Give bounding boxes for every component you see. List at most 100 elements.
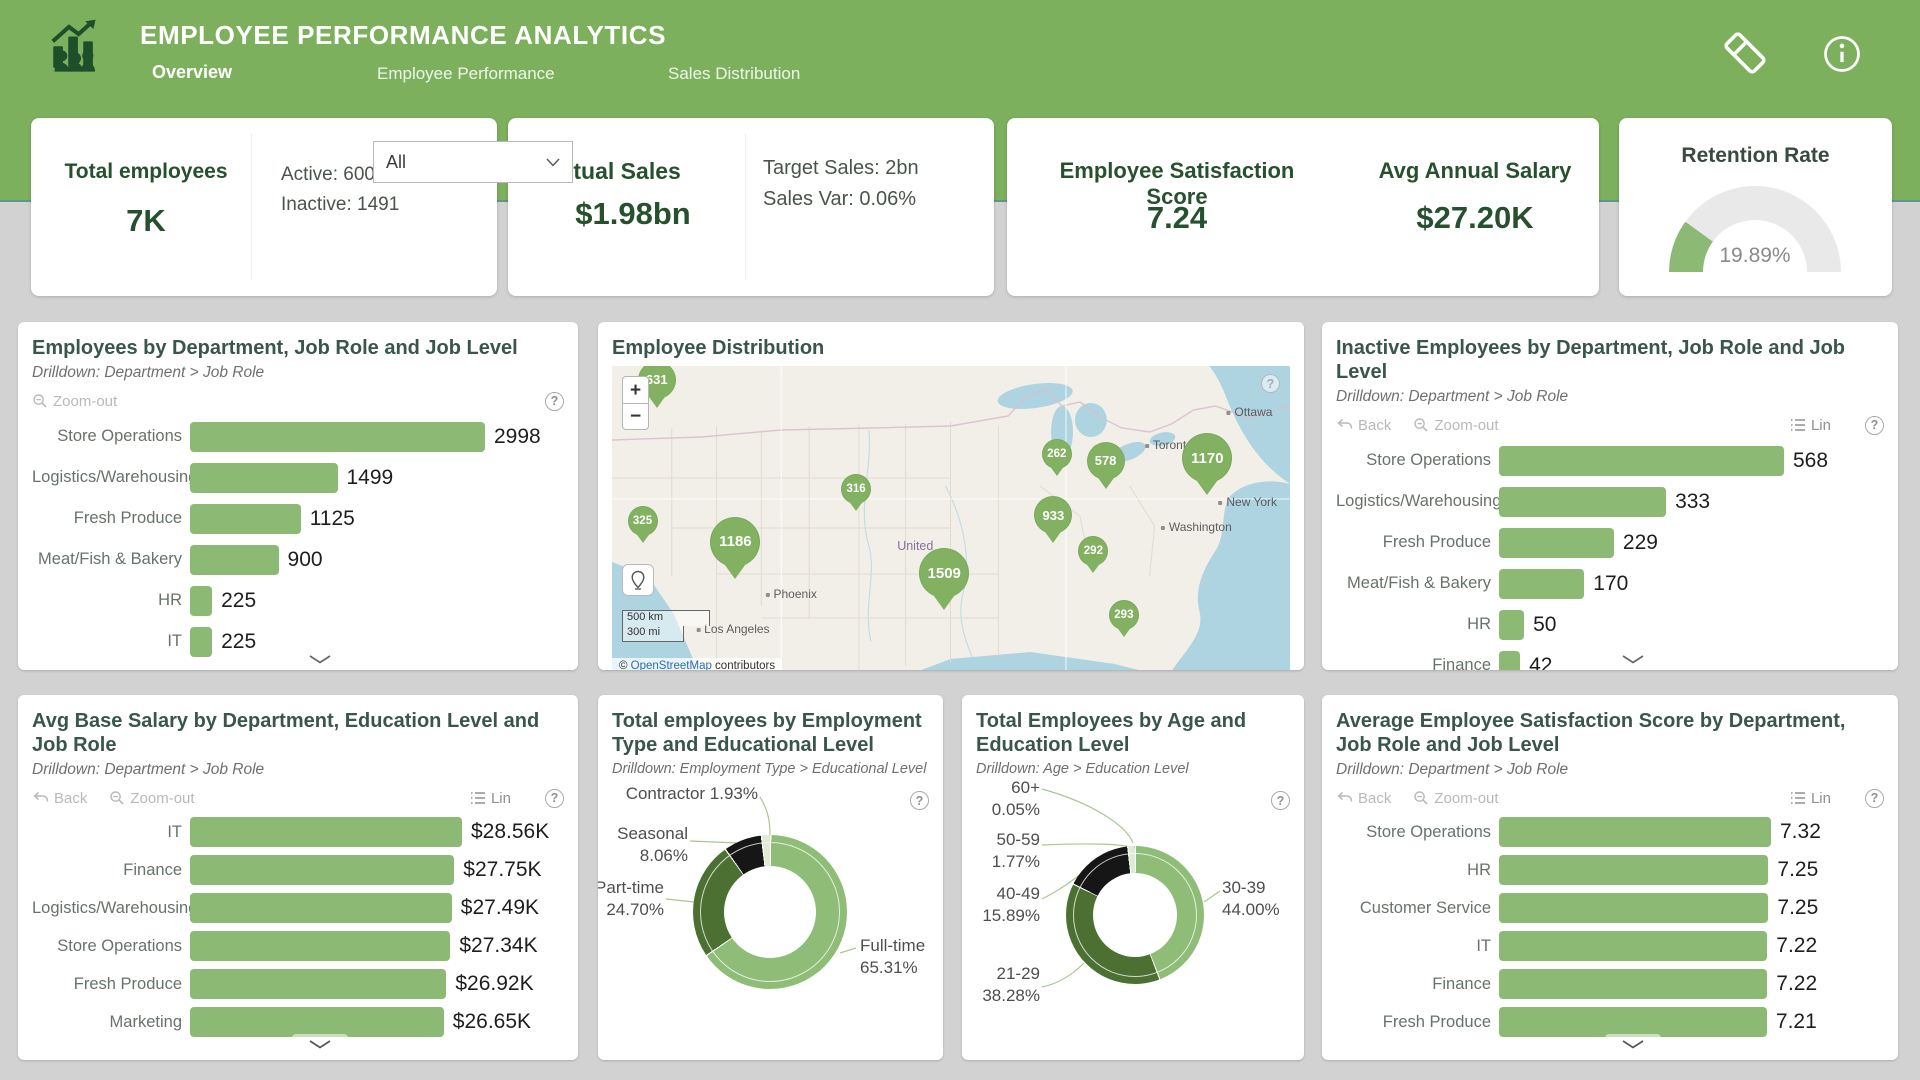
- help-icon[interactable]: ?: [1261, 374, 1280, 393]
- satisfaction-value: 7.24: [1146, 200, 1208, 235]
- help-icon[interactable]: ?: [1865, 415, 1884, 435]
- back-button[interactable]: Back: [32, 790, 87, 807]
- map-pin[interactable]: 293: [1108, 600, 1139, 631]
- list-toggle-button[interactable]: Lin: [1790, 790, 1831, 807]
- tab-overview[interactable]: Overview: [152, 62, 233, 82]
- bar[interactable]: [190, 893, 452, 923]
- slicer-dropdown[interactable]: All: [373, 141, 573, 183]
- panel-employment-type-donut: Total employees by Employment Type and E…: [598, 695, 943, 1060]
- category-label: Meat/Fish & Bakery: [38, 550, 182, 568]
- zoom-out-button[interactable]: Zoom-out: [109, 790, 195, 807]
- bar[interactable]: [190, 931, 451, 961]
- zoom-out-button[interactable]: Zoom-out: [1413, 417, 1499, 434]
- bar[interactable]: [190, 855, 455, 885]
- category-label: Store Operations: [1366, 451, 1491, 469]
- bar[interactable]: [1499, 931, 1768, 961]
- bar[interactable]: [1499, 650, 1521, 670]
- bar[interactable]: [1499, 1007, 1767, 1037]
- map-pin[interactable]: 262: [1041, 439, 1072, 470]
- bar[interactable]: [1499, 893, 1769, 923]
- scroll-down-button[interactable]: [292, 1034, 349, 1055]
- bar-row: Store Operations 568: [1336, 440, 1884, 481]
- help-icon[interactable]: ?: [1271, 791, 1290, 810]
- scroll-down-button[interactable]: [1605, 1034, 1662, 1055]
- donut-hole: [1093, 873, 1177, 957]
- donut-hole: [724, 866, 816, 958]
- zoom-out-icon: [1414, 791, 1428, 805]
- bar[interactable]: [190, 817, 462, 847]
- bar[interactable]: [190, 626, 213, 657]
- bar[interactable]: [190, 462, 338, 493]
- list-toggle-button[interactable]: Lin: [470, 790, 511, 807]
- map[interactable]: Ottawa Toronto New York Washington Phoenix Lo…: [612, 366, 1290, 670]
- category-label: Marketing: [109, 1012, 182, 1031]
- bar-row: Finance 42: [1336, 645, 1884, 670]
- bar[interactable]: [1499, 486, 1667, 517]
- osm-link[interactable]: OpenStreetMap: [630, 660, 712, 670]
- tab-employee-performance[interactable]: Employee Performance: [377, 64, 555, 83]
- value-label: 333: [1675, 489, 1711, 513]
- scroll-down-button[interactable]: [308, 654, 332, 665]
- bar[interactable]: [190, 421, 485, 452]
- bar[interactable]: [190, 585, 213, 616]
- card-divider: [251, 134, 252, 280]
- eraser-icon[interactable]: [1716, 24, 1774, 87]
- app-logo-icon: [46, 16, 104, 74]
- card-retention: Retention Rate 19.89%: [1619, 118, 1892, 296]
- map-pin[interactable]: 1186: [710, 516, 761, 567]
- map-pin[interactable]: 292: [1078, 536, 1109, 567]
- value-label: $26.65K: [452, 1010, 532, 1033]
- value-label: $26.92K: [455, 972, 534, 995]
- scroll-down-button[interactable]: [1621, 654, 1645, 665]
- map-pin[interactable]: 325: [627, 506, 658, 537]
- bar[interactable]: [190, 969, 447, 999]
- donut-chart[interactable]: [1066, 846, 1204, 984]
- bar[interactable]: [1499, 609, 1525, 640]
- help-icon[interactable]: ?: [545, 788, 564, 808]
- bar-row: Finance $27.75K: [32, 851, 564, 889]
- bar[interactable]: [1499, 855, 1769, 885]
- category-label: Customer Service: [1359, 898, 1491, 917]
- info-icon[interactable]: [1820, 32, 1864, 81]
- bar[interactable]: [1499, 969, 1768, 999]
- help-icon[interactable]: ?: [1865, 788, 1884, 808]
- bar[interactable]: [190, 503, 301, 534]
- map-pin[interactable]: 1509: [919, 548, 970, 599]
- map-pin[interactable]: 578: [1086, 441, 1125, 480]
- back-button[interactable]: Back: [1336, 417, 1391, 434]
- value-label: 1499: [346, 465, 394, 489]
- map-pin-toggle-button[interactable]: [622, 564, 654, 596]
- value-label: 7.22: [1776, 972, 1818, 995]
- category-label: IT: [167, 632, 182, 650]
- zoom-out-button[interactable]: Zoom-out: [1413, 790, 1499, 807]
- map-pin[interactable]: 1170: [1182, 433, 1233, 484]
- total-employees-value: 7K: [126, 203, 166, 238]
- map-pin[interactable]: 933: [1034, 496, 1073, 535]
- category-label: HR: [1467, 860, 1491, 879]
- zoom-out-button[interactable]: Zoom-out: [32, 393, 117, 410]
- bar[interactable]: [1499, 445, 1784, 476]
- list-toggle-button[interactable]: Lin: [1790, 417, 1831, 434]
- category-label: Fresh Produce: [1382, 533, 1491, 551]
- map-zoom-out-button[interactable]: −: [622, 403, 649, 430]
- map-zoom-in-button[interactable]: +: [622, 376, 649, 403]
- map-attribution: © OpenStreetMap contributors: [612, 658, 783, 670]
- donut-chart[interactable]: [693, 835, 847, 989]
- map-pin[interactable]: 316: [841, 474, 872, 505]
- bar[interactable]: [190, 544, 279, 575]
- panel-title: Total employees by Employment Type and E…: [612, 710, 922, 756]
- bar[interactable]: [1499, 568, 1585, 599]
- bar-row: Meat/Fish & Bakery 170: [1336, 563, 1884, 604]
- help-icon[interactable]: ?: [910, 791, 929, 810]
- donut-callout: 30-39 44.00%: [1222, 878, 1280, 919]
- bar[interactable]: [1499, 817, 1771, 847]
- tab-sales-distribution[interactable]: Sales Distribution: [668, 64, 801, 83]
- back-button[interactable]: Back: [1336, 790, 1391, 807]
- bar-row: IT $28.56K: [32, 813, 564, 851]
- help-icon[interactable]: ?: [545, 391, 564, 411]
- retention-label: Retention Rate: [1681, 144, 1830, 167]
- back-arrow-icon: [33, 791, 49, 802]
- bar[interactable]: [1499, 527, 1614, 558]
- bar[interactable]: [190, 1007, 444, 1037]
